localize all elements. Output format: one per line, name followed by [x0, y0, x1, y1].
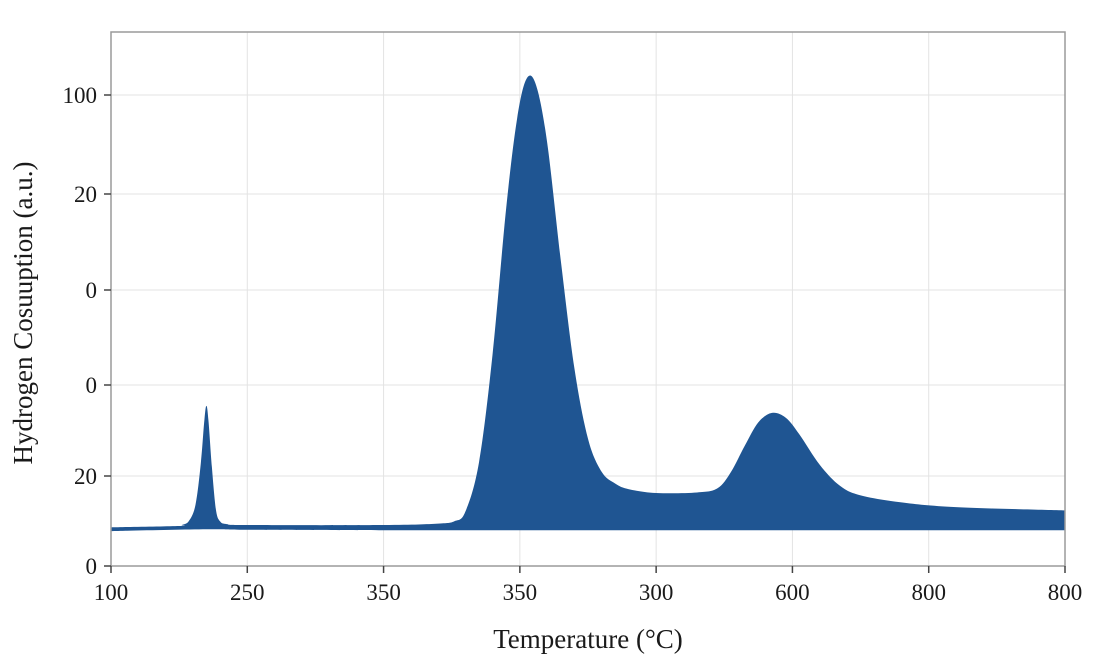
x-tick-label: 300 — [639, 580, 674, 605]
y-axis-title: Hydrogen Cosuuption (a.u.) — [8, 162, 38, 465]
y-tick-label: 20 — [74, 182, 97, 207]
x-tick-label: 600 — [775, 580, 810, 605]
x-axis: 100 250 350 350 300 600 800 800 — [94, 566, 1083, 605]
y-tick-label: 0 — [86, 373, 98, 398]
x-tick-label: 350 — [366, 580, 401, 605]
y-tick-label: 0 — [86, 278, 98, 303]
x-axis-title: Temperature (°C) — [493, 624, 683, 654]
x-tick-label: 800 — [911, 580, 946, 605]
plot-frame — [110, 31, 1066, 567]
x-tick-label: 250 — [230, 580, 265, 605]
y-tick-label: 20 — [74, 464, 97, 489]
grid — [110, 32, 1066, 567]
x-tick-label: 350 — [503, 580, 538, 605]
series-area-fill-0 — [111, 75, 1065, 532]
y-axis: 0 20 0 0 20 100 — [63, 83, 111, 579]
x-tick-label: 100 — [94, 580, 129, 605]
y-tick-label: 0 — [86, 554, 98, 579]
x-tick-label: 800 — [1048, 580, 1083, 605]
y-tick-label: 100 — [63, 83, 98, 108]
series-area — [111, 75, 1065, 532]
